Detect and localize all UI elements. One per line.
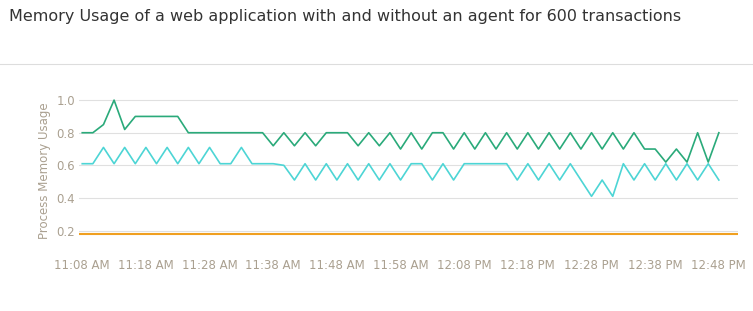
Text: Memory Usage of a web application with and without an agent for 600 transactions: Memory Usage of a web application with a… bbox=[9, 9, 681, 24]
Y-axis label: Process Memory Usage: Process Memory Usage bbox=[38, 103, 50, 239]
